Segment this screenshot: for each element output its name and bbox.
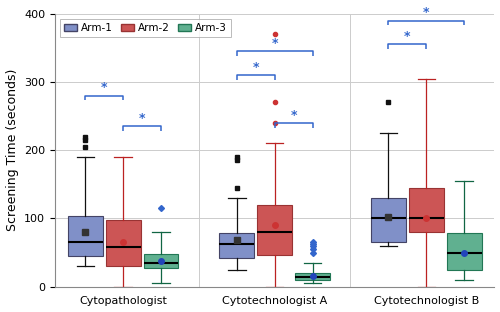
PathPatch shape — [258, 205, 292, 255]
Text: *: * — [423, 6, 430, 19]
PathPatch shape — [220, 233, 254, 258]
Text: *: * — [404, 30, 410, 43]
Text: *: * — [252, 61, 259, 74]
PathPatch shape — [295, 273, 330, 280]
PathPatch shape — [144, 254, 178, 268]
PathPatch shape — [371, 198, 406, 242]
PathPatch shape — [446, 233, 482, 270]
Y-axis label: Screening Time (seconds): Screening Time (seconds) — [6, 69, 18, 232]
PathPatch shape — [106, 220, 140, 266]
PathPatch shape — [409, 188, 444, 232]
Text: *: * — [101, 81, 107, 94]
Text: *: * — [139, 112, 145, 125]
Text: *: * — [290, 109, 297, 122]
Legend: Arm-1, Arm-2, Arm-3: Arm-1, Arm-2, Arm-3 — [60, 19, 231, 37]
Text: *: * — [272, 37, 278, 50]
PathPatch shape — [68, 217, 102, 256]
